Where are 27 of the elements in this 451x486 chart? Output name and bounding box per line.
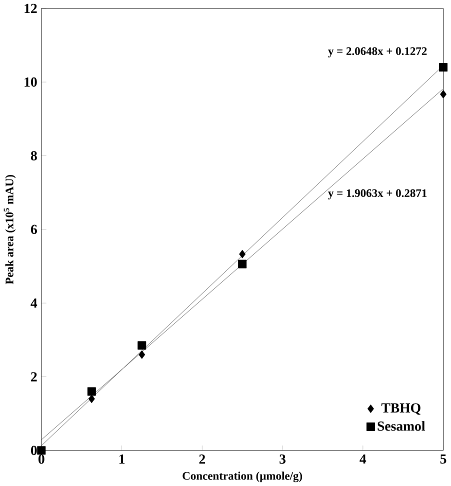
point bbox=[238, 260, 247, 268]
y-tick-label: 6 bbox=[31, 224, 38, 234]
point bbox=[37, 446, 46, 455]
x-tick-label: 1 bbox=[120, 454, 125, 464]
point bbox=[138, 341, 146, 350]
point bbox=[439, 63, 448, 72]
x-tick-label: 2 bbox=[200, 454, 206, 464]
x-tick-label: 4 bbox=[360, 454, 366, 464]
y-tick-label: 8 bbox=[31, 151, 38, 160]
point bbox=[239, 250, 246, 258]
y-tick-label: 0 bbox=[31, 446, 38, 456]
legend-label: Sesamol bbox=[378, 421, 426, 431]
annotation: y = 2.0648x + 0.1272 bbox=[328, 47, 427, 58]
y-tick-label: 12 bbox=[24, 4, 37, 13]
x-tick-label: 0 bbox=[38, 454, 45, 464]
y-tick-label: 4 bbox=[30, 298, 38, 308]
annotation: y = 1.9063x + 0.2871 bbox=[328, 189, 427, 200]
point bbox=[138, 350, 146, 359]
y-tick-label: 2 bbox=[31, 372, 37, 382]
legend-label: TBHQ bbox=[382, 403, 421, 415]
x-tick-label: 5 bbox=[440, 454, 446, 464]
x-tick-label: 3 bbox=[280, 454, 286, 464]
y-tick-label: 10 bbox=[24, 77, 38, 87]
point bbox=[88, 387, 96, 396]
y-axis-title: Peak area (x10$^{5}$ mAU) bbox=[4, 174, 16, 284]
point bbox=[88, 394, 96, 404]
x-axis-title: Concentration (µmole/g) bbox=[182, 472, 302, 482]
